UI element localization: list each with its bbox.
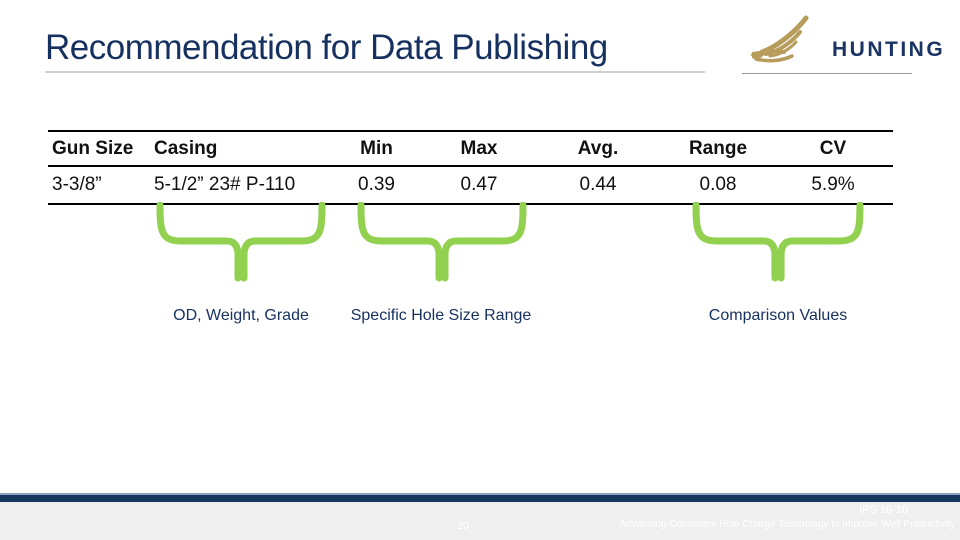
annotation-od-weight-grade: OD, Weight, Grade — [173, 307, 309, 324]
brand-name: HUNTING — [832, 38, 946, 61]
footer-tagline: Advancing Consistent Hole Charge Technol… — [619, 519, 955, 530]
column-header-casing: Casing — [150, 130, 328, 167]
cell-range: 0.08 — [663, 166, 773, 205]
hunting-bird-icon — [748, 12, 830, 69]
column-header-max: Max — [425, 130, 533, 167]
column-header-gun-size: Gun Size — [48, 130, 150, 167]
cell-gun-size: 3-3/8” — [48, 166, 150, 205]
cell-casing: 5-1/2” 23# P-110 — [150, 166, 328, 205]
brace-casing-icon — [155, 202, 327, 286]
cell-avg: 0.44 — [533, 166, 663, 205]
footer-page-number: 20 — [456, 520, 470, 532]
column-header-avg: Avg. — [533, 130, 663, 167]
table-row: 3-3/8” 5-1/2” 23# P-110 0.39 0.47 0.44 0… — [48, 166, 893, 205]
data-table: Gun Size Casing Min Max Avg. Range CV 3-… — [48, 130, 893, 205]
page-title: Recommendation for Data Publishing — [45, 28, 608, 67]
footer-doc-ref: IPS 16-10 — [859, 504, 908, 516]
footer-area — [0, 502, 960, 540]
logo-underline — [742, 73, 912, 74]
column-header-min: Min — [328, 130, 425, 167]
annotation-hole-size-range: Specific Hole Size Range — [350, 307, 532, 324]
column-header-cv: CV — [773, 130, 893, 167]
footer-bar — [0, 495, 960, 502]
brace-comparison-icon — [691, 202, 865, 286]
brand-logo: HUNTING — [748, 12, 943, 63]
cell-cv: 5.9% — [773, 166, 893, 205]
footer-accent-line — [0, 493, 960, 495]
cell-max: 0.47 — [425, 166, 533, 205]
cell-min: 0.39 — [328, 166, 425, 205]
brace-hole-size-icon — [356, 202, 528, 286]
annotation-comparison-values: Comparison Values — [708, 307, 848, 324]
column-header-range: Range — [663, 130, 773, 167]
title-underline — [45, 71, 705, 73]
table-header-row: Gun Size Casing Min Max Avg. Range CV — [48, 130, 893, 167]
